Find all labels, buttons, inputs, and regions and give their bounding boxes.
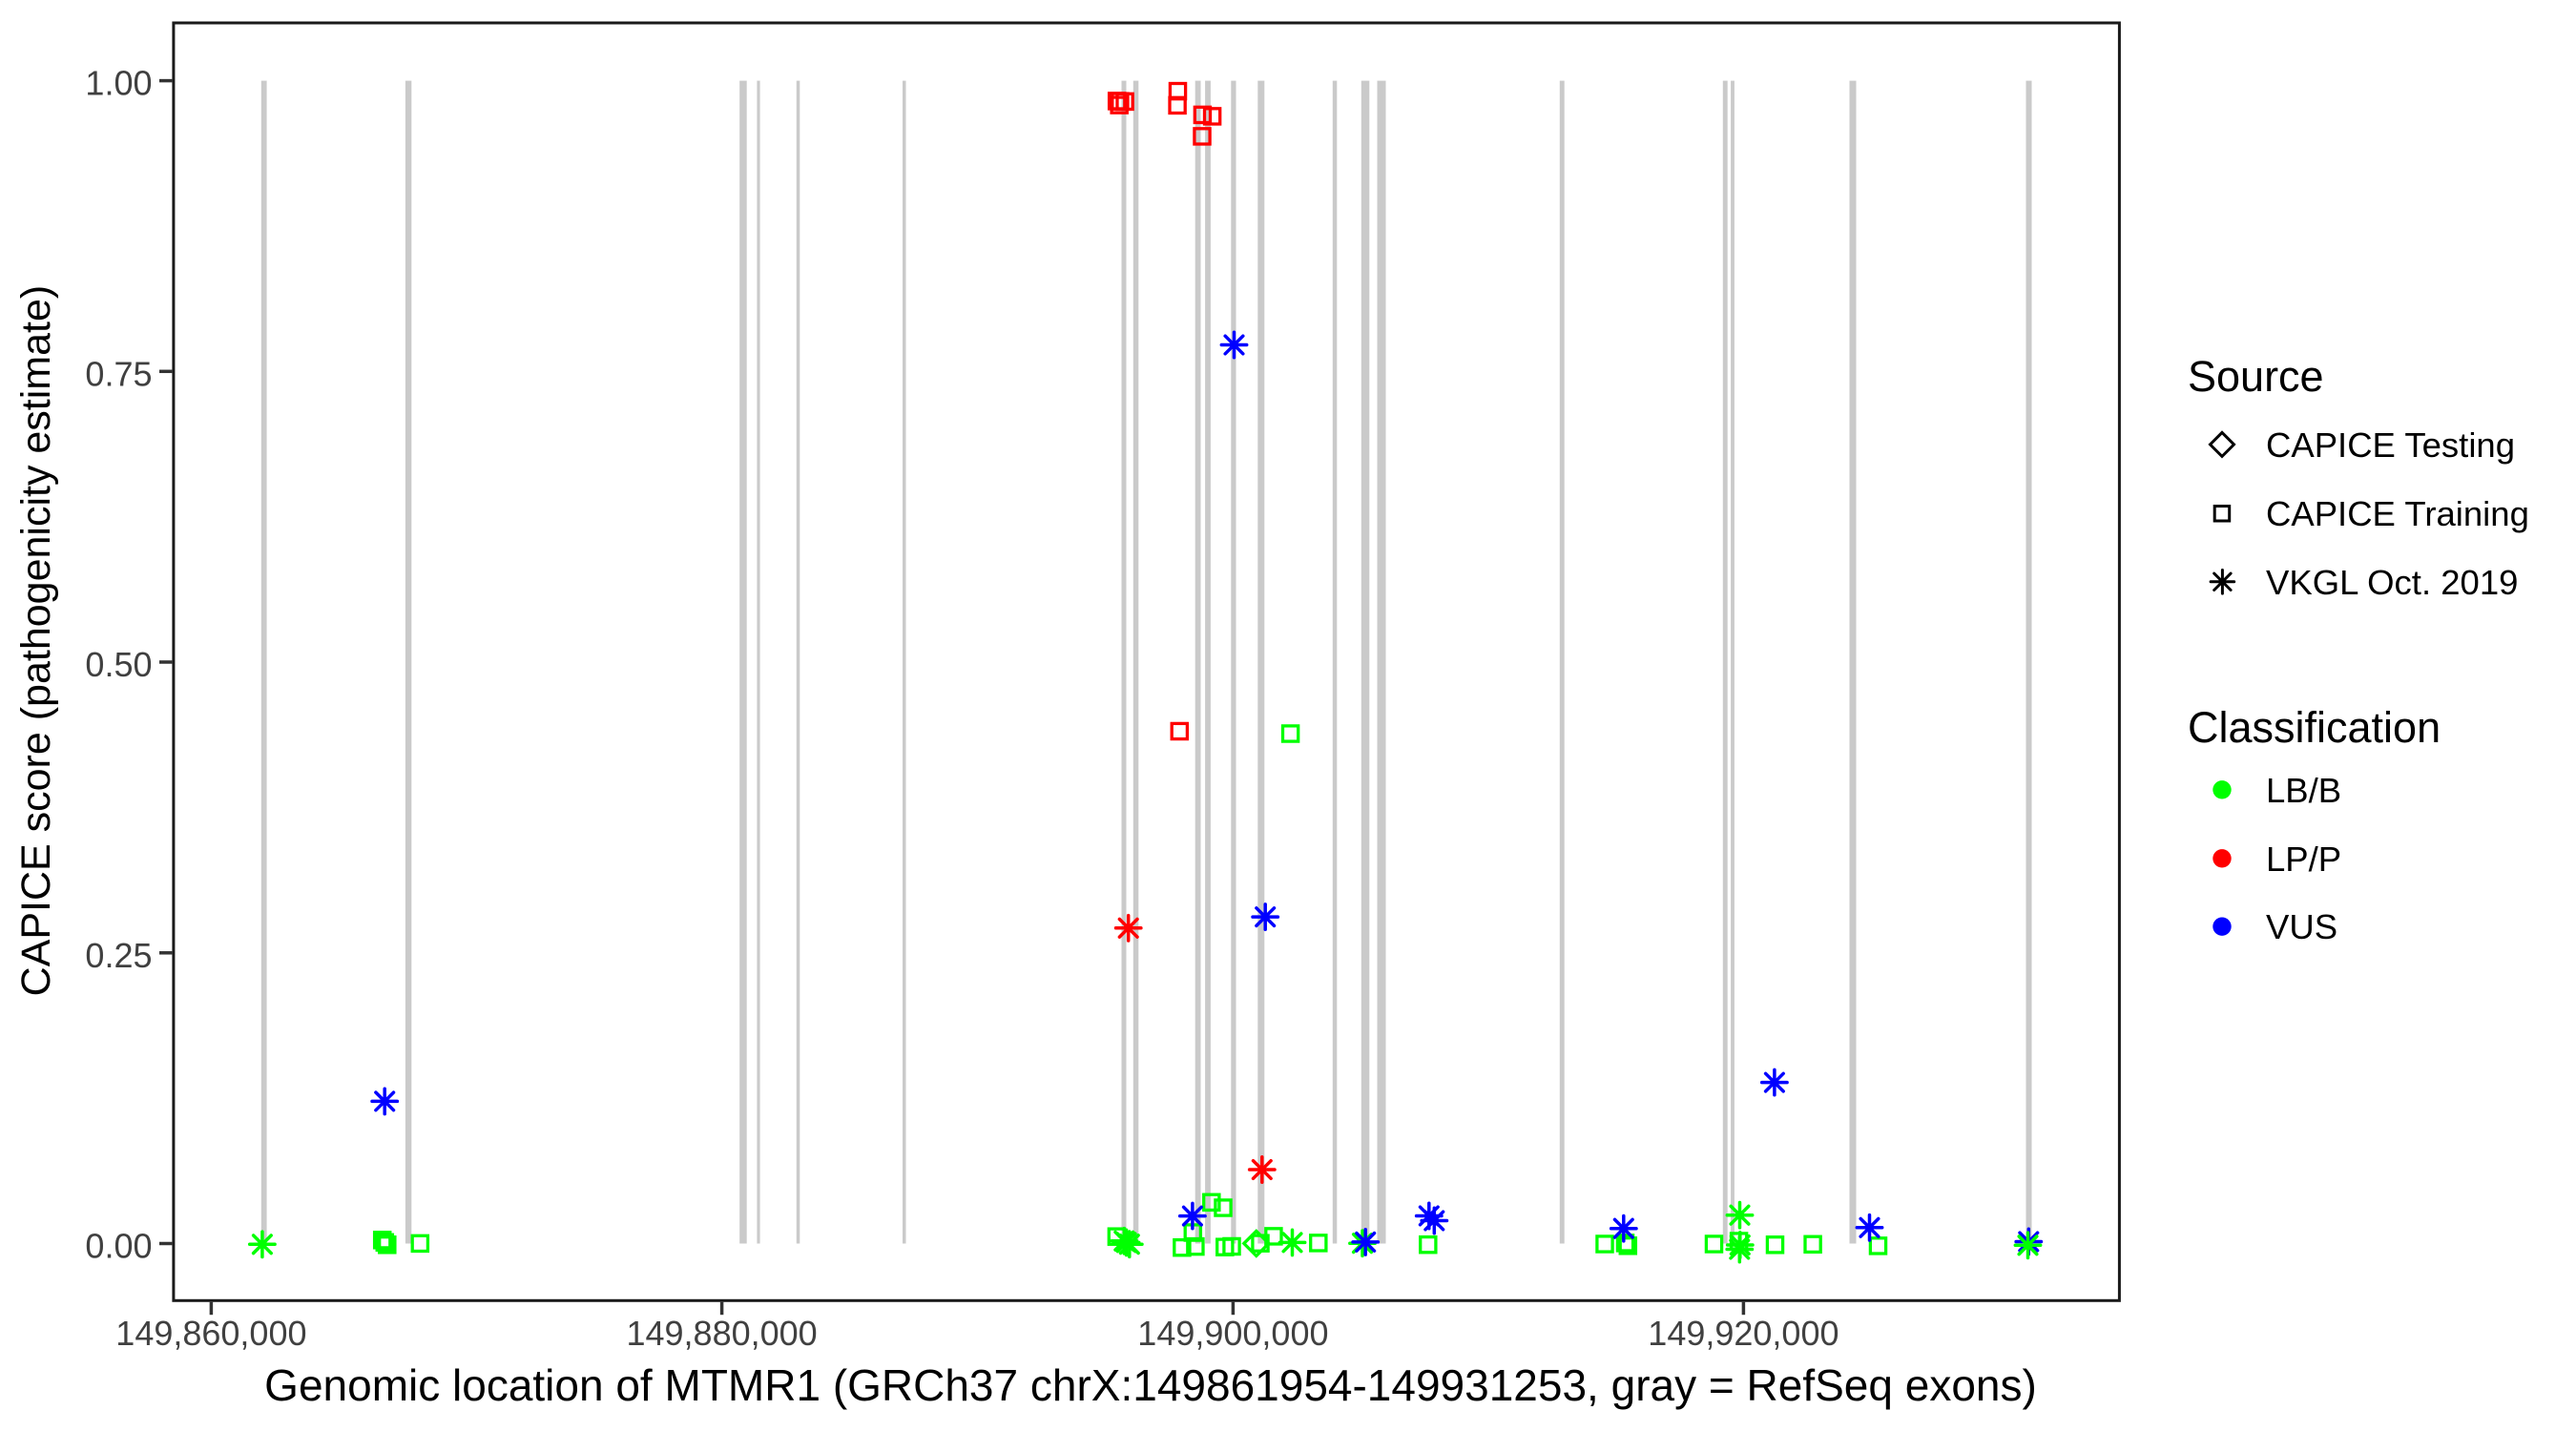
svg-text:Genomic location of MTMR1 (GRC: Genomic location of MTMR1 (GRCh37 chrX:1…: [264, 1360, 2037, 1410]
svg-text:149,860,000: 149,860,000: [115, 1314, 306, 1353]
svg-text:CAPICE Testing: CAPICE Testing: [2266, 425, 2515, 465]
svg-text:LB/B: LB/B: [2266, 771, 2341, 810]
svg-text:Classification: Classification: [2188, 703, 2441, 752]
svg-text:1.00: 1.00: [85, 64, 152, 103]
svg-text:0.75: 0.75: [85, 354, 152, 393]
svg-text:0.00: 0.00: [85, 1227, 152, 1266]
svg-text:CAPICE Training: CAPICE Training: [2266, 494, 2529, 533]
svg-text:CAPICE score (pathogenicity es: CAPICE score (pathogenicity estimate): [13, 285, 59, 997]
svg-text:0.50: 0.50: [85, 645, 152, 684]
svg-text:149,920,000: 149,920,000: [1648, 1314, 1839, 1353]
svg-text:0.25: 0.25: [85, 936, 152, 975]
svg-text:LP/P: LP/P: [2266, 840, 2341, 879]
svg-text:149,900,000: 149,900,000: [1137, 1314, 1328, 1353]
svg-text:149,880,000: 149,880,000: [626, 1314, 817, 1353]
svg-text:Source: Source: [2188, 352, 2324, 401]
svg-text:VUS: VUS: [2266, 907, 2337, 946]
svg-text:VKGL Oct. 2019: VKGL Oct. 2019: [2266, 563, 2518, 602]
